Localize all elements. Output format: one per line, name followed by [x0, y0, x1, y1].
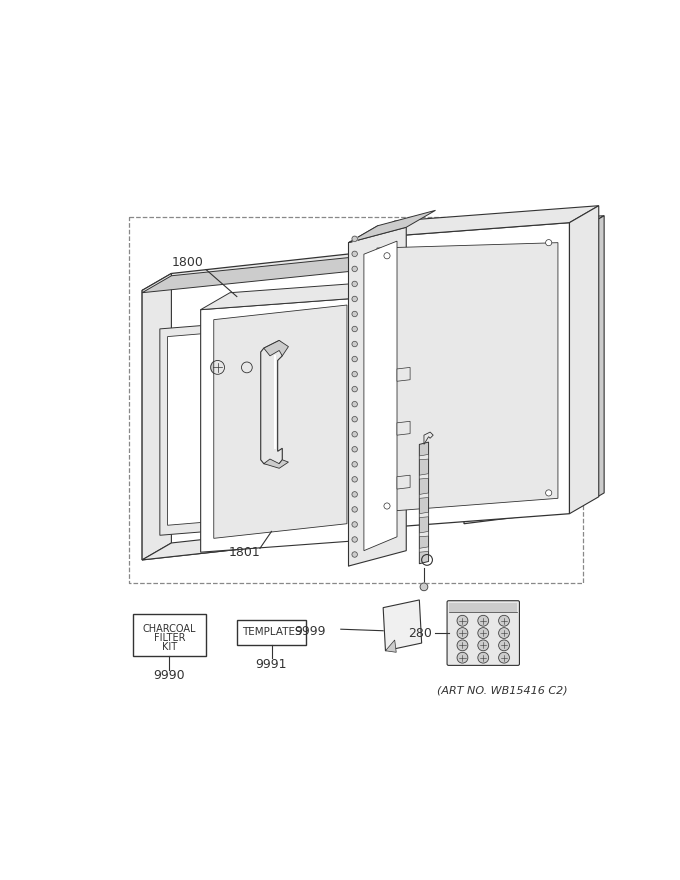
Circle shape [498, 640, 509, 651]
Circle shape [352, 492, 358, 497]
Circle shape [457, 640, 468, 651]
Circle shape [384, 253, 390, 259]
Polygon shape [260, 341, 282, 464]
Polygon shape [142, 274, 171, 560]
Circle shape [545, 239, 551, 246]
Polygon shape [575, 216, 604, 510]
Circle shape [303, 433, 310, 441]
Circle shape [352, 312, 358, 317]
Circle shape [352, 236, 358, 241]
Polygon shape [397, 422, 410, 435]
Polygon shape [364, 241, 397, 551]
Circle shape [352, 446, 358, 452]
Polygon shape [264, 341, 288, 356]
Polygon shape [464, 216, 604, 238]
Polygon shape [383, 600, 422, 651]
Polygon shape [397, 475, 410, 489]
Polygon shape [365, 223, 569, 529]
Circle shape [352, 477, 358, 482]
Polygon shape [352, 250, 381, 537]
Polygon shape [214, 305, 347, 539]
Circle shape [303, 510, 310, 517]
Circle shape [478, 652, 489, 664]
Circle shape [457, 615, 468, 627]
Text: 9990: 9990 [154, 670, 185, 682]
Polygon shape [420, 454, 428, 459]
Polygon shape [420, 493, 428, 498]
Polygon shape [365, 206, 599, 238]
Circle shape [211, 361, 224, 374]
Polygon shape [348, 225, 378, 566]
Circle shape [478, 627, 489, 638]
Circle shape [241, 362, 252, 373]
Circle shape [498, 627, 509, 638]
Polygon shape [424, 432, 433, 444]
Circle shape [352, 537, 358, 542]
Polygon shape [420, 512, 428, 517]
Polygon shape [264, 459, 288, 468]
Text: 1800: 1800 [171, 256, 203, 268]
Circle shape [545, 490, 551, 496]
Circle shape [498, 652, 509, 664]
Circle shape [478, 615, 489, 627]
Polygon shape [569, 206, 599, 514]
Polygon shape [397, 368, 410, 381]
Circle shape [352, 297, 358, 302]
Polygon shape [464, 232, 575, 524]
Text: 1801: 1801 [229, 546, 261, 559]
Text: TEMPLATES: TEMPLATES [241, 627, 301, 637]
Text: (ART NO. WB15416 C2): (ART NO. WB15416 C2) [437, 686, 568, 696]
Text: FILTER: FILTER [154, 633, 185, 643]
Circle shape [352, 522, 358, 527]
Circle shape [352, 356, 358, 362]
Circle shape [478, 640, 489, 651]
Circle shape [420, 583, 428, 590]
Circle shape [457, 627, 468, 638]
Polygon shape [348, 210, 435, 243]
Polygon shape [420, 442, 428, 564]
Polygon shape [201, 298, 358, 553]
Text: KIT: KIT [162, 642, 177, 652]
Circle shape [352, 326, 358, 332]
Polygon shape [420, 546, 428, 553]
Circle shape [352, 386, 358, 392]
Circle shape [241, 366, 252, 377]
Polygon shape [167, 324, 326, 525]
Polygon shape [160, 315, 333, 535]
Circle shape [352, 431, 358, 437]
Circle shape [352, 552, 358, 557]
Circle shape [384, 503, 390, 509]
Polygon shape [420, 473, 428, 479]
Circle shape [352, 341, 358, 347]
Polygon shape [386, 640, 396, 652]
Text: 280: 280 [408, 627, 432, 640]
Polygon shape [348, 227, 406, 566]
Circle shape [211, 361, 224, 374]
Text: 9999: 9999 [294, 625, 326, 638]
Circle shape [457, 652, 468, 664]
Circle shape [498, 615, 509, 627]
FancyBboxPatch shape [447, 601, 520, 665]
Bar [449, 603, 517, 612]
Circle shape [352, 251, 358, 257]
Circle shape [352, 401, 358, 407]
Bar [237, 620, 306, 645]
Polygon shape [142, 520, 381, 560]
Polygon shape [142, 268, 352, 560]
Polygon shape [142, 254, 381, 293]
Text: CHARCOAL: CHARCOAL [143, 624, 197, 634]
Circle shape [352, 282, 358, 287]
Polygon shape [201, 282, 387, 310]
Polygon shape [420, 532, 428, 537]
Circle shape [352, 416, 358, 422]
Circle shape [352, 507, 358, 512]
Polygon shape [377, 243, 558, 512]
Circle shape [352, 462, 358, 467]
Polygon shape [142, 250, 381, 290]
Circle shape [352, 266, 358, 272]
Bar [133, 614, 206, 656]
Circle shape [352, 371, 358, 377]
Text: 9991: 9991 [256, 657, 287, 671]
